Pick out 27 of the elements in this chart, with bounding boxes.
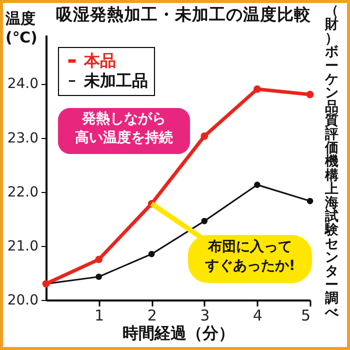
point: [201, 218, 208, 224]
y-axis-title: 温度(℃): [4, 10, 38, 46]
annotation: 布団に入ってすぐあったか!: [204, 239, 296, 274]
point: [306, 90, 314, 98]
y-tick-label: 22.0: [7, 184, 38, 200]
x-tick-label: 5: [300, 306, 310, 324]
y-tick-label: 21.0: [7, 238, 38, 254]
point: [306, 198, 314, 204]
text: （財）ボーケン品質評価機構上海試験センター調べ: [325, 3, 339, 320]
x-axis-title: 時間経過（分）: [122, 324, 234, 342]
x-tick-label: 3: [200, 306, 210, 324]
point: [254, 182, 260, 188]
point: [148, 250, 155, 258]
point: [253, 85, 261, 93]
point: [200, 132, 208, 140]
point: [95, 256, 103, 264]
point: [96, 274, 102, 280]
y-tick-label: 20.0: [7, 292, 38, 308]
legend-label: 未加工品: [83, 71, 148, 90]
legend-label: 本品: [83, 51, 116, 70]
x-tick-label: 2: [147, 306, 157, 324]
y-tick-label: 24.0: [7, 76, 38, 92]
y-tick-label: 23.0: [7, 130, 38, 146]
x-tick-label: 1: [94, 306, 104, 324]
annotation: 発熱しながら高い温度を持続: [75, 111, 173, 146]
x-tick-label: 4: [252, 306, 262, 324]
chart-title: 吸湿発熱加工・未加工の温度比較: [56, 5, 312, 24]
